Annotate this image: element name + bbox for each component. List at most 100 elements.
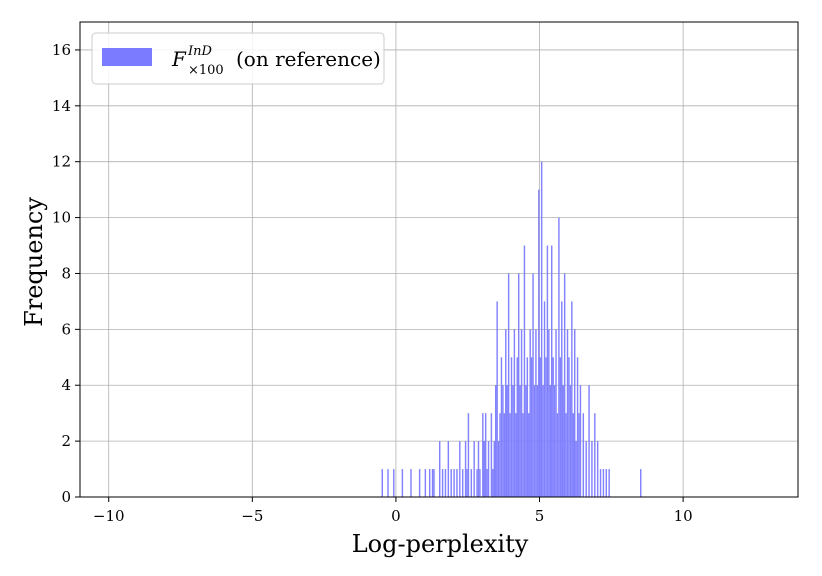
histogram-bar — [530, 357, 533, 497]
histogram-bar — [552, 357, 554, 497]
histogram-bar — [540, 161, 543, 498]
legend-label-subscript: ×100 — [188, 63, 224, 78]
histogram-bar — [459, 441, 461, 497]
x-tick-label: 0 — [391, 507, 401, 525]
histogram-bar — [519, 385, 521, 497]
y-tick-label: 6 — [61, 320, 71, 338]
histogram-bar — [596, 441, 599, 497]
histogram-bar — [500, 357, 503, 497]
histogram-bar — [424, 469, 427, 497]
histogram-bar — [536, 385, 539, 497]
histogram-bar — [492, 469, 494, 497]
histogram-bar — [482, 413, 484, 497]
histogram-bar — [401, 469, 404, 497]
histogram-bar — [503, 413, 506, 497]
histogram-bar — [556, 413, 559, 497]
histogram-bar — [525, 385, 527, 497]
x-tick-label: 5 — [535, 507, 545, 525]
x-axis-label: Log-perplexity — [352, 530, 529, 558]
y-tick-label: 16 — [52, 41, 71, 59]
histogram-bar — [483, 441, 485, 497]
histogram-bar — [575, 441, 577, 497]
histogram-bar — [507, 273, 510, 497]
histogram-bar — [588, 385, 590, 497]
histogram-bar — [563, 273, 566, 497]
y-tick-label: 10 — [52, 209, 71, 227]
histogram-bar — [467, 413, 470, 497]
histogram-bar — [490, 413, 493, 497]
histogram-bar — [444, 469, 447, 497]
histogram-bar — [543, 301, 546, 497]
histogram-bar — [495, 385, 497, 497]
histogram-bar — [433, 469, 435, 497]
histogram-bar — [576, 357, 579, 497]
histogram-bar — [381, 469, 383, 497]
histogram-bar — [532, 273, 534, 497]
histogram-bar — [545, 357, 547, 497]
histogram-bar — [546, 245, 549, 497]
histogram-bars — [381, 161, 642, 498]
histogram-bar — [479, 469, 481, 497]
histogram-bar — [599, 469, 602, 497]
histogram-bar — [535, 329, 537, 497]
histogram-bar — [559, 357, 562, 497]
histogram-bar — [529, 329, 531, 497]
x-axis-ticks: −10 −5 0 5 10 — [93, 497, 693, 525]
histogram-bar — [506, 385, 508, 497]
histogram-bar — [555, 329, 557, 497]
histogram-bar — [516, 357, 518, 497]
histogram-bar — [594, 413, 596, 497]
histogram-bar — [568, 357, 570, 497]
x-tick-label: −5 — [241, 507, 263, 525]
histogram-bar — [561, 301, 563, 497]
histogram-bar — [470, 469, 473, 497]
histogram-bar — [539, 357, 541, 497]
histogram-bar — [571, 301, 573, 497]
y-axis-label: Frequency — [20, 197, 48, 327]
y-tick-label: 14 — [52, 97, 71, 115]
legend: F InD ×100 (on reference) — [91, 32, 385, 85]
histogram-bar — [640, 469, 642, 497]
histogram-bar — [517, 273, 520, 497]
histogram-bar — [553, 385, 556, 497]
legend-box — [91, 32, 385, 85]
histogram-bar — [591, 441, 593, 497]
histogram-bar — [512, 385, 514, 497]
histogram-bar — [582, 413, 585, 497]
histogram-bar — [496, 301, 498, 497]
plot-frame — [79, 21, 799, 498]
histogram-bar — [450, 469, 452, 497]
histogram-bar — [572, 413, 574, 497]
histogram-bar — [608, 469, 610, 497]
histogram-bar — [605, 469, 608, 497]
histogram-bar — [428, 469, 431, 497]
histogram-bar — [439, 441, 441, 497]
histogram-bar — [520, 329, 523, 497]
x-tick-label: 10 — [674, 507, 693, 525]
histogram-bar — [558, 217, 560, 497]
histogram-bar — [602, 469, 605, 497]
y-tick-label: 0 — [61, 488, 71, 506]
histogram-bar — [466, 469, 468, 497]
histogram-bar — [585, 441, 587, 497]
histogram-bar — [523, 245, 526, 497]
histogram-bar — [502, 385, 504, 497]
histogram-bar — [477, 441, 480, 497]
y-axis-ticks: 0 2 4 6 8 10 12 14 16 — [52, 41, 80, 506]
histogram-bar — [579, 385, 582, 497]
y-tick-label: 2 — [61, 432, 71, 450]
histogram-bar — [565, 413, 567, 497]
histogram-bar — [573, 329, 576, 497]
histogram-bar — [464, 441, 467, 497]
histogram-bar — [441, 469, 444, 497]
legend-swatch — [102, 48, 152, 66]
histogram-bar — [493, 441, 496, 497]
histogram-bar — [562, 385, 564, 497]
histogram-bar — [548, 329, 550, 497]
histogram-bar — [487, 441, 490, 497]
x-tick-label: −10 — [93, 507, 125, 525]
legend-label-main: F — [171, 47, 187, 71]
histogram-bar — [497, 441, 500, 497]
histogram-bar — [484, 413, 487, 497]
